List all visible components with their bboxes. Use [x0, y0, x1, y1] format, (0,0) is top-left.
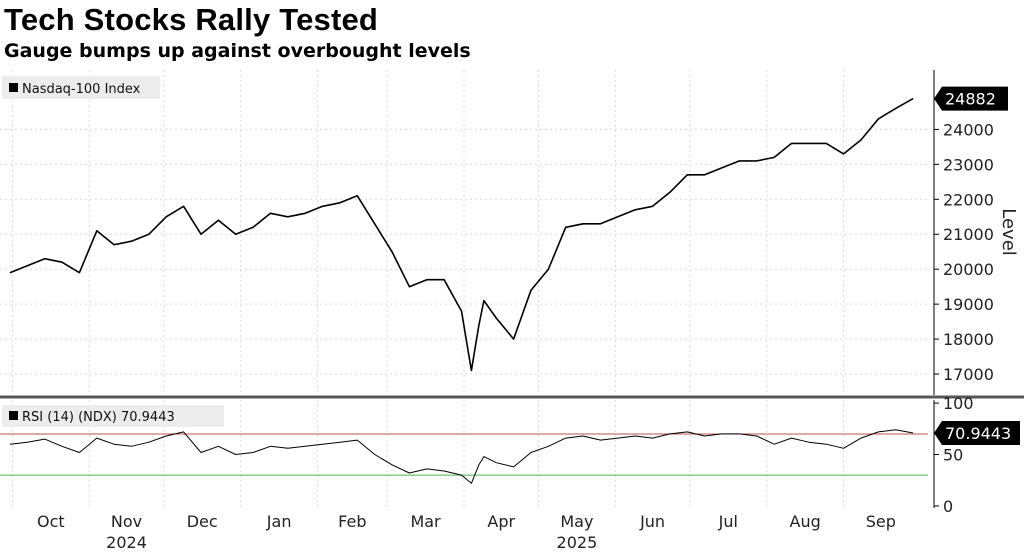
- rsi-last-value-tag: [934, 421, 1020, 446]
- rsi-legend-swatch-icon: [9, 411, 18, 420]
- legend-box: [2, 76, 160, 99]
- rsi-last-value-label: 70.9443: [945, 424, 1011, 443]
- x-tick-label: Feb: [338, 512, 366, 531]
- y-tick-label: 24000: [943, 120, 994, 139]
- y-tick-label: 22000: [943, 190, 994, 209]
- last-value-tag: [934, 86, 1008, 111]
- rsi-tick-label: 0: [943, 497, 953, 516]
- series-line-nasdaq-100: [9, 97, 914, 372]
- x-year-label: 2024: [106, 533, 147, 552]
- y-tick-label: 20000: [943, 260, 994, 279]
- y-axis-label: Level: [998, 208, 1019, 256]
- x-tick-label: Dec: [187, 512, 218, 531]
- y-tick-label: 21000: [943, 225, 994, 244]
- x-tick-label: Aug: [790, 512, 821, 531]
- rsi-tick-label: 50: [943, 446, 963, 465]
- x-tick-label: Jun: [639, 512, 665, 531]
- rsi-legend-label: RSI (14) (NDX) 70.9443: [22, 410, 175, 425]
- legend-label: Nasdaq-100 Index: [22, 82, 141, 97]
- x-tick-label: Sep: [866, 512, 896, 531]
- x-tick-label: Apr: [487, 512, 515, 531]
- y-tick-label: 19000: [943, 295, 994, 314]
- rsi-tick-label: 100: [943, 394, 974, 413]
- last-value-label: 24882: [945, 90, 996, 109]
- rsi-legend-box: [2, 405, 224, 427]
- x-tick-label: Mar: [410, 512, 441, 531]
- x-year-label: 2025: [557, 533, 598, 552]
- x-tick-label: Nov: [111, 512, 142, 531]
- x-tick-label: Jan: [266, 512, 292, 531]
- x-tick-label: Jul: [718, 512, 738, 531]
- x-tick-label: May: [560, 512, 593, 531]
- y-tick-label: 17000: [943, 365, 994, 384]
- chart-subtitle: Gauge bumps up against overbought levels: [4, 40, 471, 62]
- x-tick-label: Oct: [37, 512, 65, 531]
- y-tick-label: 23000: [943, 155, 994, 174]
- legend-swatch-icon: [9, 83, 18, 92]
- y-tick-label: 18000: [943, 330, 994, 349]
- chart-title: Tech Stocks Rally Tested: [4, 2, 379, 37]
